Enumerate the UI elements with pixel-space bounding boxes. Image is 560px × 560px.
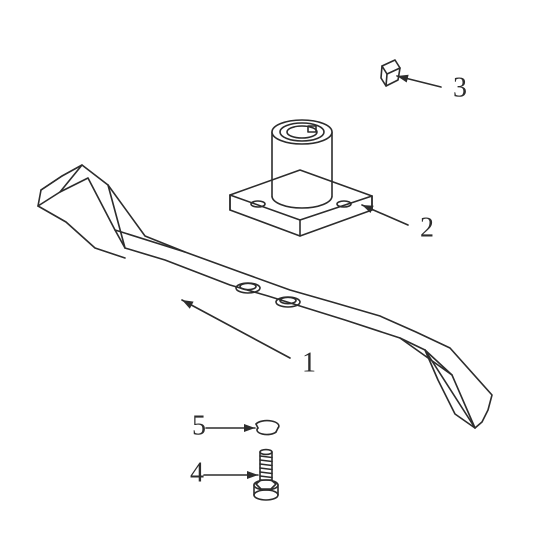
callout-2: 2 [420,212,434,243]
callout-5: 5 [192,410,206,441]
spring-washer [256,421,279,435]
key [381,60,400,86]
blade-adapter-hub [230,120,372,236]
callout-3: 3 [453,72,467,103]
callout-4: 4 [190,457,204,488]
callout-1: 1 [302,347,316,378]
